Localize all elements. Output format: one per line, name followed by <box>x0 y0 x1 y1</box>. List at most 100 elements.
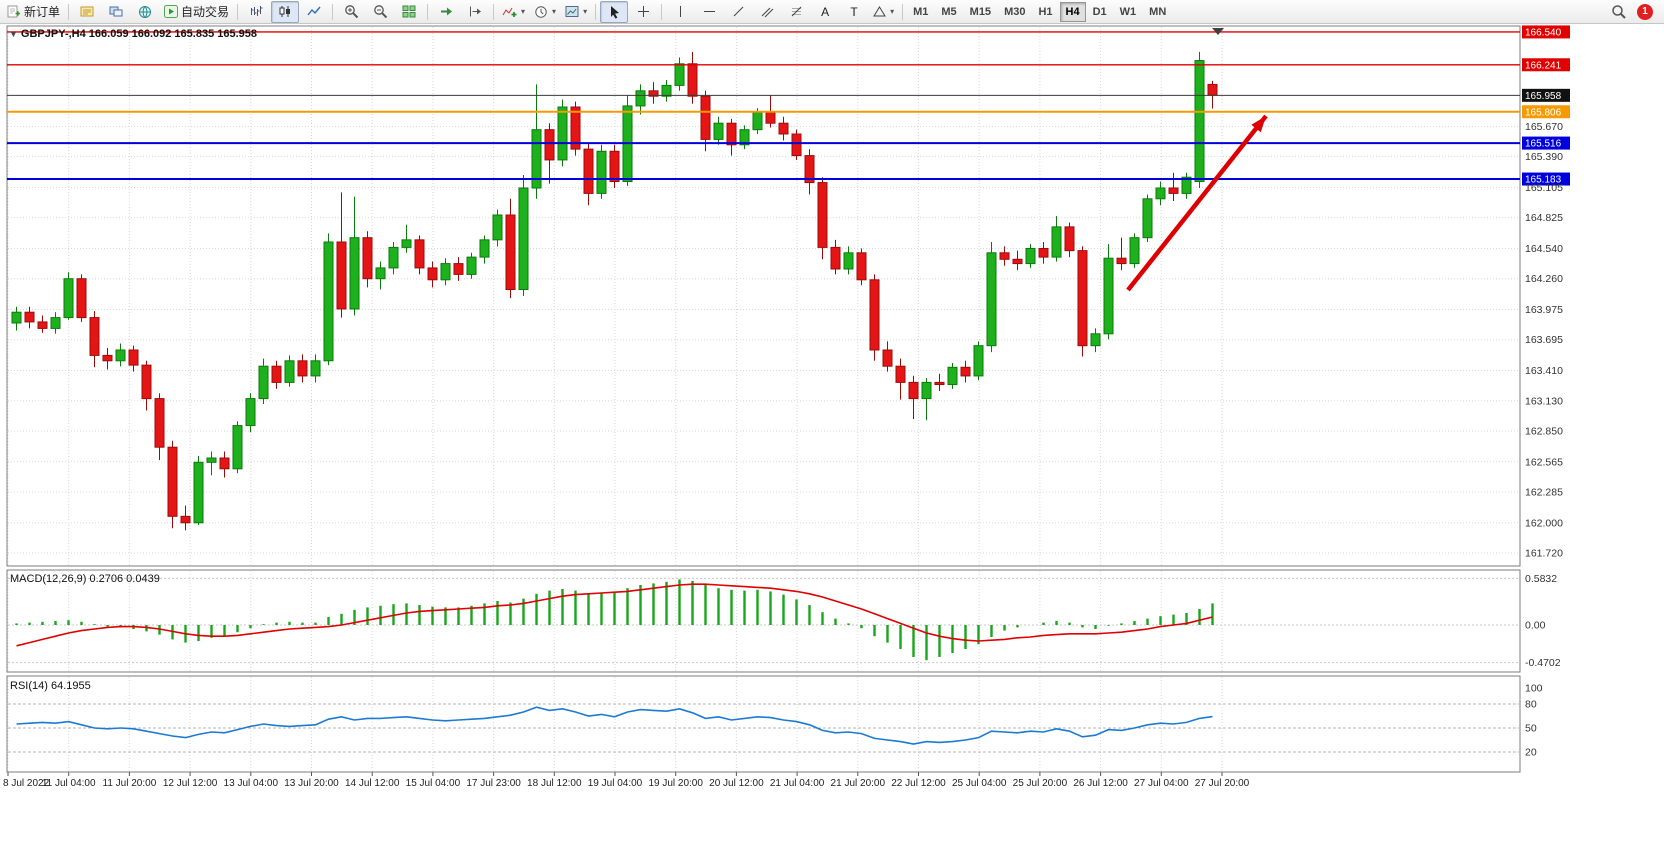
svg-text:163.130: 163.130 <box>1525 395 1563 407</box>
depth-icon <box>80 5 94 18</box>
svg-text:165.390: 165.390 <box>1525 151 1563 163</box>
timeframe-button-m5[interactable]: M5 <box>941 5 957 18</box>
chart-shift-button[interactable] <box>461 1 489 23</box>
svg-text:17 Jul 23:00: 17 Jul 23:00 <box>466 778 521 789</box>
svg-text:165.516: 165.516 <box>1525 139 1562 150</box>
svg-text:-0.4702: -0.4702 <box>1525 657 1561 669</box>
auto-scroll-button[interactable] <box>432 1 460 23</box>
toolbar-separator <box>237 3 239 20</box>
chart-grid <box>7 27 1519 771</box>
svg-text:165.958: 165.958 <box>1525 91 1562 102</box>
trendline-button[interactable] <box>724 1 752 23</box>
text-icon: A <box>821 4 830 19</box>
periods-button[interactable]: ▾ <box>530 1 560 23</box>
svg-text:0.00: 0.00 <box>1525 620 1546 632</box>
timeframe-button-mn[interactable]: MN <box>1149 5 1167 18</box>
tile-icon <box>402 5 416 18</box>
candlestick-chart-button[interactable] <box>271 0 300 23</box>
svg-text:25 Jul 20:00: 25 Jul 20:00 <box>1013 778 1068 789</box>
fibo-icon <box>790 5 803 18</box>
svg-text:162.285: 162.285 <box>1525 487 1563 499</box>
bar-chart-button[interactable] <box>242 1 270 23</box>
tile-windows-button[interactable] <box>395 1 423 23</box>
svg-text:25 Jul 04:00: 25 Jul 04:00 <box>952 778 1007 789</box>
svg-text:162.565: 162.565 <box>1525 456 1563 468</box>
autoscroll-icon <box>439 5 453 18</box>
fibonacci-button[interactable] <box>782 1 810 23</box>
svg-text:19 Jul 20:00: 19 Jul 20:00 <box>648 778 703 789</box>
templates-button[interactable]: ▾ <box>561 1 591 23</box>
autotrading-button-label: 自动交易 <box>181 5 230 19</box>
indicators-button[interactable]: ▾ <box>498 1 529 23</box>
timeframe-button-m30[interactable]: M30 <box>1004 5 1026 18</box>
horizontal-price-lines[interactable]: 166.540 166.241 165.958 165.806 165.516 165.1… <box>7 25 1570 186</box>
search-button[interactable] <box>1604 1 1632 23</box>
timeframe-button-h4[interactable]: H4 <box>1059 1 1086 22</box>
shapes-button[interactable]: ▾ <box>869 1 898 23</box>
world-icon <box>138 5 152 19</box>
notification-badge[interactable]: 1 <box>1637 3 1653 20</box>
svg-text:163.410: 163.410 <box>1525 365 1563 377</box>
timeframe-button-m15[interactable]: M15 <box>969 5 992 18</box>
market-depth-button[interactable] <box>73 1 101 23</box>
zoom-out-button[interactable] <box>366 1 394 23</box>
shapes-icon <box>873 5 886 18</box>
timeframe-button-w1[interactable]: W1 <box>1119 5 1137 18</box>
text-label-button[interactable]: T <box>840 1 868 23</box>
rsi-line <box>16 706 1213 745</box>
vline-icon <box>674 5 687 18</box>
price-line-label-box <box>1522 25 1570 39</box>
bars-icon <box>249 5 263 18</box>
template-icon <box>565 5 579 18</box>
svg-text:14 Jul 12:00: 14 Jul 12:00 <box>345 778 400 789</box>
svg-text:13 Jul 20:00: 13 Jul 20:00 <box>284 778 339 789</box>
tline-icon <box>732 5 745 18</box>
svg-text:100: 100 <box>1525 683 1543 695</box>
price-axis-labels: 165.670 165.390 165.105 164.825 164.540 164.2… <box>1525 121 1563 560</box>
svg-text:50: 50 <box>1525 723 1537 735</box>
cursor-icon <box>608 5 621 19</box>
play-icon <box>164 5 179 18</box>
autotrading-button[interactable]: 自动交易 <box>160 1 233 23</box>
clock-icon <box>534 5 548 19</box>
line-chart-button[interactable] <box>300 1 328 23</box>
vertical-line-button[interactable] <box>666 1 694 23</box>
svg-text:11 Jul 20:00: 11 Jul 20:00 <box>103 778 157 789</box>
chart-shift-marker[interactable] <box>1212 28 1224 35</box>
chart-window[interactable]: 166.540 166.241 165.958 165.806 165.516 165.1… <box>0 24 1664 841</box>
cursor-button[interactable] <box>600 0 629 23</box>
svg-text:21 Jul 20:00: 21 Jul 20:00 <box>831 778 886 789</box>
price-line-label-box <box>1522 58 1570 72</box>
zoom-in-button[interactable] <box>337 1 365 23</box>
price-line-label-box <box>1522 136 1570 150</box>
magnifier-icon <box>1611 4 1626 19</box>
horizontal-line-button[interactable] <box>695 1 723 23</box>
zoomin-icon <box>344 4 359 19</box>
strategy-tester-button[interactable] <box>131 1 159 23</box>
svg-text:162.000: 162.000 <box>1525 517 1563 529</box>
timeframe-button-d1[interactable]: D1 <box>1092 5 1107 18</box>
svg-text:22 Jul 12:00: 22 Jul 12:00 <box>891 778 946 789</box>
svg-text:80: 80 <box>1525 699 1537 711</box>
timeframe-button-h1[interactable]: H1 <box>1038 5 1053 18</box>
chart-canvas[interactable]: 166.540 166.241 165.958 165.806 165.516 165.1… <box>0 24 1664 841</box>
new-order-button[interactable]: 新订单 <box>3 1 64 23</box>
toolbar-separator <box>493 3 495 20</box>
svg-text:15 Jul 04:00: 15 Jul 04:00 <box>406 778 461 789</box>
svg-text:27 Jul 04:00: 27 Jul 04:00 <box>1134 778 1189 789</box>
candles <box>11 51 1218 531</box>
svg-text:166.241: 166.241 <box>1525 60 1562 71</box>
shift-icon <box>468 5 482 18</box>
timeframe-button-m1[interactable]: M1 <box>913 5 929 18</box>
channel-button[interactable] <box>753 1 781 23</box>
crosshair-button[interactable] <box>629 1 657 23</box>
dropdown-caret-icon: ▾ <box>583 7 588 16</box>
toolbar-separator <box>68 3 70 20</box>
terminal-button[interactable] <box>102 1 130 23</box>
trend-arrow-annotation[interactable] <box>1126 114 1268 292</box>
hline-icon <box>703 5 716 18</box>
text-button[interactable]: A <box>811 1 839 23</box>
svg-text:165.183: 165.183 <box>1525 175 1562 186</box>
